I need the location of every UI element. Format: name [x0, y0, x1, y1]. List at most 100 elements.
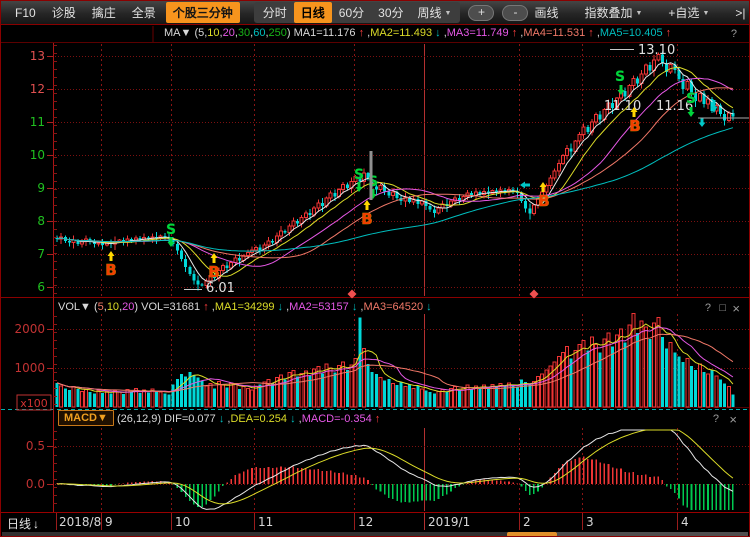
header-segment: MA3=64520 — [363, 301, 424, 313]
chevron-down-icon: ▼ — [444, 10, 452, 17]
header-segment: , — [119, 301, 123, 313]
price-axis: 13 12 11 10 9 8 7 6 2000 1000 0.5 0.0 x100 — [14, 43, 57, 512]
buy-marker: B — [208, 263, 219, 281]
header-segment: 5 — [198, 27, 205, 39]
help-icon[interactable]: ? — [712, 413, 719, 425]
buy-marker: B — [105, 261, 116, 279]
tab-60min[interactable]: 60分 — [338, 6, 365, 20]
toolbar-left-group: F10 诊股 擒庄 全景 个股三分钟 — [1, 2, 240, 23]
header-segment: , — [224, 413, 231, 425]
help-icon[interactable]: ? — [704, 302, 711, 314]
tab-daily[interactable]: 日线 — [293, 2, 332, 23]
panorama-button[interactable]: 全景 — [131, 6, 156, 20]
header-segment: 10 — [106, 301, 120, 313]
ma-indicator-header[interactable]: MA▼ (5,10,20,30,60,250) MA1=11.176 ↑ ,MA… — [164, 27, 671, 39]
tab-30min[interactable]: 30分 — [378, 6, 404, 20]
scrollbar-track[interactable] — [557, 532, 748, 536]
vol-ma-layer — [56, 323, 734, 393]
up-arrow-icon — [107, 251, 115, 261]
buy-marker: B — [538, 192, 549, 210]
price-annotation: 13.10 — [638, 43, 675, 58]
date-tick-label: 11 — [258, 515, 273, 529]
date-tick-label: 2 — [523, 515, 531, 529]
header-segment: 5 — [97, 301, 104, 313]
diagnose-stock-button[interactable]: 诊股 — [51, 6, 76, 20]
header-segment: DEA=0.254 — [230, 413, 288, 425]
index-overlay-button[interactable]: 指数叠加 ▼ — [584, 6, 643, 20]
header-segment: , — [517, 27, 524, 39]
header-segment: MA▼ ( — [164, 27, 199, 39]
header-segment: ↑ — [355, 27, 365, 39]
macd-indicator-header[interactable]: (26,12,9) DIF=0.077 ↓ ,DEA=0.254 ↓ ,MACD… — [117, 413, 380, 425]
header-segment: , — [234, 27, 238, 39]
zoom-in-button[interactable]: + — [468, 4, 495, 21]
header-segment: MA4=11.531 — [523, 27, 586, 39]
tab-weekly[interactable]: 周线 ▼ — [417, 6, 452, 20]
down-arrow-icon — [617, 85, 625, 95]
f10-button[interactable]: F10 — [15, 5, 36, 20]
event-diamond-icon[interactable] — [529, 289, 539, 299]
period-selector[interactable]: 日线 ↓ — [7, 515, 39, 532]
header-segment: ↓ — [287, 413, 296, 425]
axis-tick-label: 7 — [37, 247, 45, 261]
date-tick-label: 4 — [681, 515, 689, 529]
close-icon[interactable]: × — [729, 412, 737, 427]
horizontal-scrollbar[interactable] — [2, 532, 748, 536]
date-tick-label: 9 — [105, 515, 113, 529]
sell-marker: S — [354, 167, 364, 183]
header-segment: MA2=11.493 — [370, 27, 433, 39]
up-arrow-icon — [210, 253, 218, 263]
header-segment: 30 — [237, 27, 251, 39]
header-segment: ↑ — [200, 301, 209, 313]
stock-3min-button[interactable]: 个股三分钟 — [165, 2, 240, 23]
tab-intraday[interactable]: 分时 — [262, 6, 287, 20]
chevron-down-icon: ▼ — [702, 10, 710, 17]
date-axis: 2018/8 9 10 11 12 2019/1 2 3 4 — [59, 515, 689, 529]
header-segment: , — [593, 27, 600, 39]
draw-line-button[interactable]: 画线 — [534, 6, 559, 20]
up-arrow-icon — [363, 200, 371, 210]
header-segment: 10 — [207, 27, 220, 39]
axis-tick-label: 6 — [37, 280, 45, 294]
macd-indicator-selector[interactable]: MACD▼ — [58, 410, 114, 426]
header-segment: 20 — [122, 301, 135, 313]
header-segment: , — [103, 301, 107, 313]
vol-indicator-header[interactable]: VOL▼ (5,10,20) VOL=31681 ↑ ,MA1=34299 ↓ … — [58, 301, 432, 313]
axis-tick-label: 0.0 — [26, 477, 45, 491]
maximize-icon[interactable]: □ — [719, 302, 726, 314]
buy-marker: B — [629, 117, 640, 135]
catch-banker-button[interactable]: 擒庄 — [91, 6, 116, 20]
header-segment: MA3=11.749 — [446, 27, 509, 39]
header-segment: ↓ — [432, 27, 441, 39]
axis-tick-label: 0.5 — [26, 439, 45, 453]
header-segment: VOL▼ ( — [58, 301, 98, 313]
add-watchlist-button[interactable]: +自选 ▼ — [668, 6, 710, 20]
expand-panel-icon[interactable]: >| — [735, 5, 746, 20]
toolbar-right-group: 画线 指数叠加 ▼ +自选 ▼ >| — [528, 2, 749, 23]
zoom-out-button[interactable]: - — [502, 4, 529, 21]
toolbar-zoom-group: + - — [460, 4, 529, 21]
axis-tick-label: 2000 — [14, 322, 45, 336]
up-arrow-icon — [630, 107, 638, 117]
header-segment: , — [440, 27, 447, 39]
header-segment: , — [265, 27, 269, 39]
axis-tick-label: 9 — [37, 181, 45, 195]
header-segment: , — [250, 27, 254, 39]
help-icon[interactable]: ? — [730, 28, 737, 40]
close-icon[interactable]: × — [732, 301, 740, 316]
header-segment: 250 — [268, 27, 287, 39]
axis-tick-label: 12 — [30, 82, 45, 96]
header-segment: , — [204, 27, 208, 39]
down-arrow-icon — [687, 107, 695, 117]
volume-bars — [55, 312, 735, 408]
header-segment: ↓ — [215, 413, 225, 425]
scrollbar-thumb[interactable] — [507, 532, 557, 536]
event-diamond-icon[interactable] — [347, 289, 357, 299]
axis-tick-label: 11 — [30, 115, 45, 129]
header-segment: ↑ — [371, 413, 381, 425]
sell-marker: S — [166, 222, 176, 238]
axis-tick-label: 1000 — [14, 361, 45, 375]
